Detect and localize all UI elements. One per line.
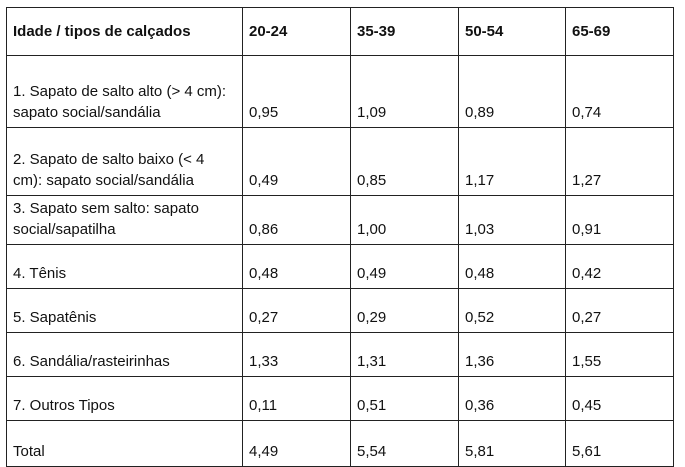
header-65-69: 65-69 — [565, 7, 674, 56]
row-label: Total — [6, 420, 243, 467]
cell-value: 1,09 — [350, 55, 459, 128]
cell-value: 1,55 — [565, 332, 674, 377]
cell-value: 0,48 — [458, 244, 566, 289]
cell-value: 4,49 — [242, 420, 351, 467]
cell-value: 1,36 — [458, 332, 566, 377]
cell-value: 0,42 — [565, 244, 674, 289]
cell-value: 1,27 — [565, 127, 674, 196]
table-row: 6. Sandália/rasteirinhas 1,33 1,31 1,36 … — [6, 332, 674, 377]
header-20-24: 20-24 — [242, 7, 351, 56]
cell-value: 0,95 — [242, 55, 351, 128]
cell-value: 1,03 — [458, 195, 566, 245]
row-label: 3. Sapato sem salto: sapato social/sapat… — [6, 195, 243, 245]
cell-value: 0,27 — [242, 288, 351, 333]
cell-value: 0,11 — [242, 376, 351, 421]
header-35-39: 35-39 — [350, 7, 459, 56]
table-row: 2. Sapato de salto baixo (< 4 cm): sapat… — [6, 127, 674, 196]
cell-value: 0,52 — [458, 288, 566, 333]
table-row: 5. Sapatênis 0,27 0,29 0,52 0,27 — [6, 288, 674, 333]
row-label: 1. Sapato de salto alto (> 4 cm): sapato… — [6, 55, 243, 128]
header-age-footwear: Idade / tipos de calçados — [6, 7, 243, 56]
cell-value: 0,49 — [242, 127, 351, 196]
cell-value: 0,49 — [350, 244, 459, 289]
cell-value: 1,00 — [350, 195, 459, 245]
total-row: Total 4,49 5,54 5,81 5,61 — [6, 420, 674, 467]
header-row: Idade / tipos de calçados 20-24 35-39 50… — [6, 7, 674, 56]
row-label: 7. Outros Tipos — [6, 376, 243, 421]
cell-value: 0,74 — [565, 55, 674, 128]
cell-value: 5,54 — [350, 420, 459, 467]
header-50-54: 50-54 — [458, 7, 566, 56]
table-row: 7. Outros Tipos 0,11 0,51 0,36 0,45 — [6, 376, 674, 421]
footwear-table: Idade / tipos de calçados 20-24 35-39 50… — [6, 7, 674, 467]
cell-value: 0,36 — [458, 376, 566, 421]
cell-value: 0,91 — [565, 195, 674, 245]
cell-value: 5,61 — [565, 420, 674, 467]
cell-value: 0,86 — [242, 195, 351, 245]
cell-value: 0,48 — [242, 244, 351, 289]
table-row: 3. Sapato sem salto: sapato social/sapat… — [6, 195, 674, 245]
row-label: 2. Sapato de salto baixo (< 4 cm): sapat… — [6, 127, 243, 196]
cell-value: 0,51 — [350, 376, 459, 421]
cell-value: 0,89 — [458, 55, 566, 128]
cell-value: 1,31 — [350, 332, 459, 377]
table-row: 4. Tênis 0,48 0,49 0,48 0,42 — [6, 244, 674, 289]
row-label: 4. Tênis — [6, 244, 243, 289]
cell-value: 0,29 — [350, 288, 459, 333]
cell-value: 1,17 — [458, 127, 566, 196]
cell-value: 0,85 — [350, 127, 459, 196]
row-label: 5. Sapatênis — [6, 288, 243, 333]
table-row: 1. Sapato de salto alto (> 4 cm): sapato… — [6, 55, 674, 128]
row-label: 6. Sandália/rasteirinhas — [6, 332, 243, 377]
cell-value: 5,81 — [458, 420, 566, 467]
cell-value: 0,27 — [565, 288, 674, 333]
cell-value: 1,33 — [242, 332, 351, 377]
cell-value: 0,45 — [565, 376, 674, 421]
